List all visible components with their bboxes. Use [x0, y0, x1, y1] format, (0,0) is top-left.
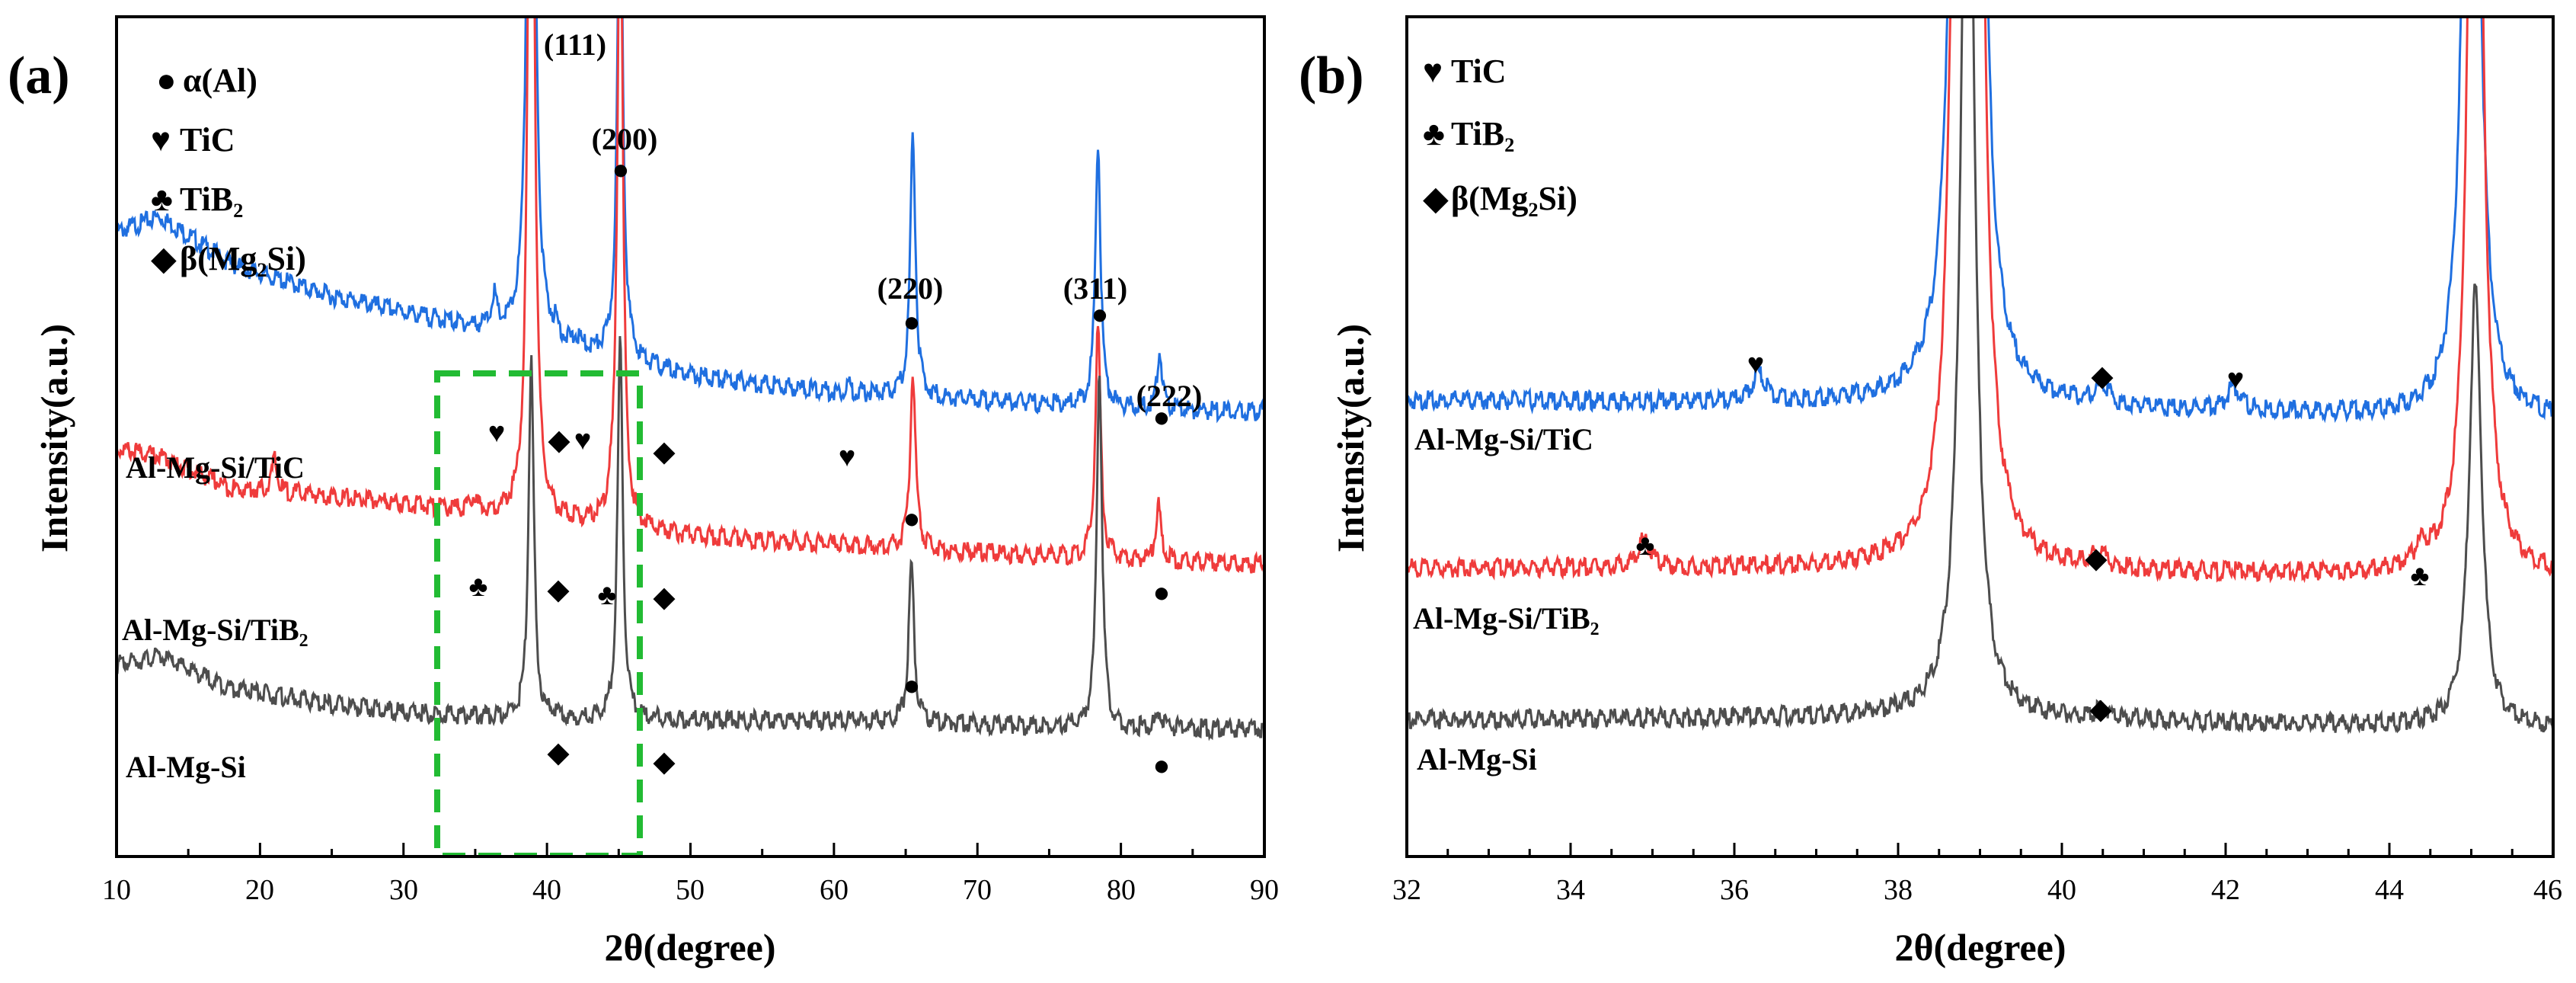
series-label-al-mg-si: Al-Mg-Si — [126, 750, 246, 784]
series-line-al-mg-si — [1407, 17, 2553, 735]
series-line-tic — [1407, 17, 2553, 424]
panel-b-label: (b) — [1299, 46, 1364, 105]
panel-b-x-ticks — [1405, 843, 2555, 857]
x-tick-label: 36 — [1720, 874, 1749, 906]
mg2si-marker: ◆ — [547, 574, 570, 606]
legend-b: ♥ TiC ♣ TiB₂ ◆ β(Mg₂Si) — [1423, 53, 1577, 217]
mg2si-marker: ◆ — [547, 737, 570, 769]
legend-symbol: ♥ — [1423, 53, 1443, 90]
mg2si-marker: ◆ — [653, 746, 676, 778]
tic-marker: ♥ — [839, 441, 856, 473]
x-axis-title: 2θ(degree) — [604, 926, 775, 969]
legend-label: TiC — [180, 121, 235, 158]
legend-symbol: ◆ — [151, 240, 177, 277]
hkl-label: (220) — [877, 271, 944, 306]
legend-label: β(Mg₂Si) — [180, 240, 306, 277]
y-axis-title: Intensity(a.u.) — [1329, 324, 1372, 552]
series-label-tic: Al-Mg-Si/TiC — [1414, 422, 1593, 456]
hkl-label: (200) — [592, 122, 658, 156]
series-label-al-mg-si: Al-Mg-Si — [1417, 742, 1537, 776]
alpha-al-marker: ● — [1153, 577, 1171, 609]
series-line-tib2 — [117, 17, 1264, 574]
legend-label: α(Al) — [183, 62, 257, 99]
x-tick-label: 70 — [963, 874, 992, 906]
x-tick-label: 42 — [2211, 874, 2240, 906]
panel-a-label: (a) — [8, 46, 70, 105]
panel-a-plot-area — [117, 17, 1264, 857]
series-label-tib2: Al-Mg-Si/TiB₂ — [1413, 601, 1600, 636]
hkl-label: (311) — [1063, 271, 1127, 306]
x-tick-label: 34 — [1556, 874, 1585, 906]
x-tick-label: 44 — [2375, 874, 2404, 906]
legend-label: TiB₂ — [180, 181, 243, 218]
x-tick-label: 80 — [1107, 874, 1136, 906]
x-tick-label: 40 — [532, 874, 561, 906]
tib2-marker: ♣ — [598, 579, 617, 611]
tic-marker: ♥ — [488, 417, 506, 449]
x-tick-label: 46 — [2533, 874, 2562, 906]
x-tick-label: 90 — [1250, 874, 1279, 906]
x-tick-label: 30 — [389, 874, 418, 906]
legend-symbol: ◆ — [1423, 180, 1449, 217]
legend-label: TiC — [1451, 53, 1507, 90]
panel-a-x-ticks — [115, 843, 1266, 857]
x-axis-title: 2θ(degree) — [1894, 926, 2066, 969]
series-line-tic — [117, 17, 1264, 424]
series-line-al-mg-si — [117, 336, 1264, 741]
legend-symbol: ♥ — [151, 121, 171, 158]
alpha-al-marker: ● — [1153, 402, 1171, 434]
x-tick-label: 50 — [676, 874, 705, 906]
panel-a: (a) 10 20 30 40 50 60 70 80 90 2θ(degree… — [8, 15, 1279, 969]
x-tick-label: 38 — [1884, 874, 1913, 906]
x-tick-label: 20 — [245, 874, 274, 906]
tic-marker: ♥ — [574, 424, 592, 456]
alpha-al-marker: ● — [903, 306, 921, 338]
panel-b: (b) 32 34 36 38 40 42 44 46 2θ(degree) I… — [1299, 15, 2562, 969]
legend-symbol: ● — [156, 62, 177, 99]
series-label-tic: Al-Mg-Si/TiC — [126, 450, 305, 485]
phase-markers-b: ♥ ♥ ◆ ◆ ◆ ♣ ♣ — [1636, 348, 2430, 725]
hkl-label: (222) — [1136, 379, 1203, 413]
panel-a-frame — [115, 15, 1266, 858]
tib2-marker: ♣ — [1636, 530, 1655, 562]
hkl-label: (111) — [544, 27, 606, 62]
mg2si-marker: ◆ — [548, 424, 570, 456]
mg2si-marker: ◆ — [653, 436, 676, 468]
legend-symbol: ♣ — [1423, 115, 1445, 152]
panel-b-plot-area — [1407, 17, 2553, 735]
mg2si-marker: ◆ — [653, 581, 676, 613]
legend-a: ● α(Al) ♥ TiC ♣ TiB₂ ◆ β(Mg₂Si) — [151, 62, 306, 277]
alpha-al-marker: ● — [903, 503, 921, 535]
x-tick-label: 60 — [820, 874, 849, 906]
tic-marker: ♥ — [1747, 348, 1765, 380]
legend-label: β(Mg₂Si) — [1451, 180, 1577, 217]
alpha-al-marker: ● — [903, 670, 921, 702]
legend-symbol: ♣ — [151, 181, 173, 218]
alpha-al-marker: ● — [1153, 750, 1171, 782]
y-axis-title: Intensity(a.u.) — [33, 324, 75, 552]
x-tick-label: 32 — [1392, 874, 1421, 906]
alpha-al-marker: ● — [1091, 299, 1109, 331]
phase-markers-a: ● ● ● ● ● ● ● ● ♥ ♥ ♥ ◆ ◆ ◆ ◆ ◆ ◆ ♣ ♣ — [469, 154, 1171, 782]
x-tick-label: 10 — [102, 874, 131, 906]
mg2si-marker: ◆ — [2089, 693, 2112, 725]
legend-label: TiB₂ — [1451, 115, 1514, 152]
tib2-marker: ♣ — [2411, 560, 2430, 592]
series-line-tib2 — [1407, 17, 2553, 584]
tic-marker: ♥ — [2227, 363, 2245, 395]
alpha-al-marker: ● — [612, 154, 630, 186]
highlight-box — [434, 370, 643, 857]
mg2si-marker: ◆ — [2091, 360, 2114, 392]
x-tick-label: 40 — [2047, 874, 2076, 906]
mg2si-marker: ◆ — [2085, 543, 2108, 575]
tib2-marker: ♣ — [469, 571, 488, 603]
series-label-tib2: Al-Mg-Si/TiB₂ — [122, 613, 308, 647]
